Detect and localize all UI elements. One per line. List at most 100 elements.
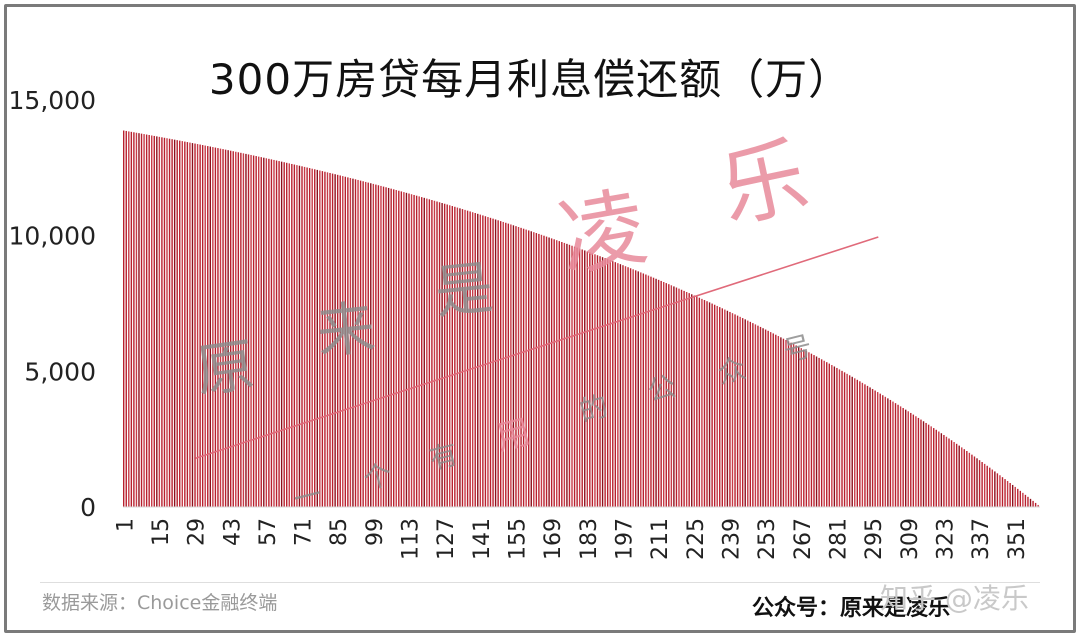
bar-period-168	[548, 237, 550, 508]
bar-period-257	[775, 334, 777, 507]
trendline	[195, 236, 879, 459]
bar-period-214	[665, 283, 667, 507]
bar-period-163	[535, 233, 538, 508]
bar-period-304	[894, 403, 897, 507]
bar-period-157	[520, 227, 522, 507]
bar-period-350	[1011, 484, 1014, 507]
bar-period-255	[769, 332, 772, 507]
bar-period-230	[706, 301, 708, 507]
bar-period-59	[270, 159, 273, 507]
bar-period-221	[683, 290, 685, 507]
bar-period-174	[563, 242, 566, 507]
bar-period-67	[291, 163, 293, 507]
bar-period-251	[759, 326, 762, 507]
bar-period-269	[805, 350, 808, 507]
bar-period-283	[841, 370, 843, 507]
bar-period-351	[1014, 486, 1016, 507]
bar-period-220	[680, 289, 683, 507]
bar-period-71	[301, 166, 303, 508]
bar-period-333	[968, 452, 971, 507]
bar-period-106	[390, 188, 392, 507]
bar-period-254	[767, 330, 769, 507]
bar-period-180	[578, 248, 581, 507]
bar-period-30	[196, 144, 199, 507]
bar-period-310	[910, 412, 912, 507]
bar-period-24	[181, 141, 183, 507]
x-tick-label: 295	[862, 518, 887, 560]
bar-period-188	[599, 256, 601, 507]
bar-period-62	[278, 161, 280, 507]
bar-period-186	[594, 254, 596, 507]
x-tick-label: 57	[256, 518, 281, 546]
bar-period-210	[655, 278, 657, 507]
bar-period-187	[596, 255, 599, 507]
x-tick-label: 197	[613, 518, 638, 560]
bar-period-234	[716, 305, 718, 507]
bar-period-226	[696, 296, 698, 507]
bar-period-198	[624, 266, 627, 507]
bar-period-219	[678, 288, 680, 507]
bar-period-215	[668, 284, 670, 507]
bar-period-281	[836, 367, 838, 507]
y-tick-label: 0	[80, 493, 96, 522]
bar-period-149	[499, 221, 502, 507]
bar-period-178	[573, 246, 576, 507]
bar-period-202	[634, 270, 637, 507]
bar-period-95	[362, 181, 364, 507]
bar-period-45	[235, 151, 237, 507]
bar-period-248	[752, 323, 754, 507]
bar-period-256	[772, 333, 774, 507]
bar-period-358	[1032, 500, 1034, 507]
bar-period-211	[657, 279, 660, 507]
bar-period-49	[245, 153, 247, 507]
bar-period-238	[726, 310, 729, 507]
bar-period-99	[372, 183, 375, 507]
bar-period-324	[945, 436, 948, 507]
bar-period-290	[859, 381, 861, 507]
bar-period-267	[800, 348, 802, 507]
bar-period-190	[604, 258, 606, 507]
bar-period-320	[935, 429, 937, 507]
bar-period-282	[838, 369, 841, 507]
bar-period-334	[971, 454, 973, 507]
bar-period-207	[647, 275, 650, 507]
bar-period-189	[601, 257, 604, 507]
bar-period-171	[556, 240, 558, 507]
bar-period-152	[507, 223, 510, 508]
bar-period-301	[887, 398, 889, 507]
bar-period-204	[640, 272, 642, 507]
x-tick-label: 155	[506, 518, 531, 560]
bar-period-229	[703, 300, 706, 507]
bar-period-136	[466, 210, 469, 507]
x-tick-label: 71	[292, 518, 317, 546]
bar-period-55	[260, 157, 262, 507]
bar-period-213	[663, 282, 665, 507]
bar-period-222	[685, 292, 688, 507]
bar-period-342	[991, 469, 993, 507]
bar-period-313	[917, 417, 920, 507]
footer-divider	[40, 582, 1040, 583]
watermark-char: 凌	[552, 177, 654, 290]
bar-period-2	[125, 130, 127, 507]
bar-period-13	[153, 135, 155, 508]
bar-period-270	[808, 352, 810, 507]
bar-period-128	[446, 204, 448, 507]
bar-period-31	[199, 144, 201, 508]
bar-period-139	[474, 213, 476, 507]
bar-period-277	[826, 362, 828, 507]
bar-period-317	[927, 424, 930, 507]
bar-period-309	[907, 411, 909, 507]
bar-period-74	[308, 168, 311, 507]
bar-period-303	[892, 401, 894, 507]
bar-period-292	[864, 384, 866, 507]
bar-period-66	[288, 163, 290, 507]
site-watermark: 知乎 @凌乐	[880, 582, 1029, 615]
bar-period-302	[889, 399, 892, 507]
bar-period-344	[996, 473, 999, 507]
x-tick-label: 113	[399, 518, 424, 560]
bar-period-153	[510, 224, 512, 507]
bar-period-8	[140, 133, 143, 507]
bar-period-110	[400, 191, 403, 508]
bar-period-295	[871, 388, 874, 507]
bar-period-233	[713, 304, 716, 507]
